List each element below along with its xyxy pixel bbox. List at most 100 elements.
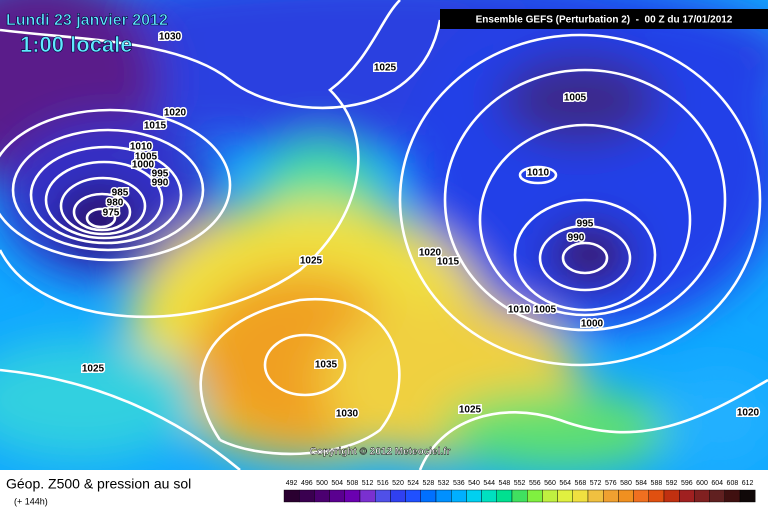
colorbar-tick-label: 516 bbox=[377, 480, 389, 487]
isobar bbox=[513, 198, 657, 312]
colorbar-tick-label: 596 bbox=[681, 480, 693, 487]
colorbar-swatch bbox=[663, 489, 680, 503]
isobar-label: 990 bbox=[568, 233, 585, 244]
isobar-label: 1020 bbox=[419, 248, 442, 259]
colorbar-swatch bbox=[527, 489, 543, 503]
isobar-label: 1010 bbox=[527, 168, 550, 179]
isobar bbox=[199, 297, 401, 456]
colorbar-tick-label: 548 bbox=[499, 480, 511, 487]
colorbar-swatch bbox=[542, 489, 558, 503]
footer-lead: (+ 144h) bbox=[14, 496, 48, 506]
colorbar-tick-label: 528 bbox=[423, 480, 435, 487]
isobar-label: 985 bbox=[112, 188, 129, 199]
colorbar-swatch bbox=[511, 489, 528, 503]
colorbar-swatch bbox=[557, 489, 573, 503]
isobar bbox=[561, 241, 609, 275]
isobar-label: 1010 bbox=[508, 305, 531, 316]
colorbar-swatch bbox=[466, 489, 482, 503]
colorbar-tick-label: 608 bbox=[727, 480, 739, 487]
colorbar-tick-label: 564 bbox=[559, 480, 571, 487]
colorbar-tick-label: 584 bbox=[635, 480, 647, 487]
colorbar-swatch bbox=[679, 489, 695, 503]
colorbar-tick-label: 576 bbox=[605, 480, 617, 487]
colorbar-swatch bbox=[481, 489, 498, 503]
isobar-label: 1005 bbox=[564, 93, 587, 104]
isobar bbox=[478, 123, 692, 317]
isobar-label: 1025 bbox=[300, 256, 323, 267]
isobar-label: 1015 bbox=[144, 121, 167, 132]
isobar bbox=[0, 108, 232, 262]
footer-title: Géop. Z500 & pression au sol bbox=[6, 476, 191, 492]
colorbar-swatch bbox=[694, 489, 710, 503]
isobar-label: 1000 bbox=[132, 160, 155, 171]
isobar-label: 1030 bbox=[159, 32, 182, 43]
colorbar-swatch bbox=[359, 489, 376, 503]
isobar bbox=[59, 176, 147, 236]
colorbar-tick-label: 560 bbox=[544, 480, 556, 487]
forecast-date: Lundi 23 janvier 2012 bbox=[6, 12, 168, 29]
colorbar-swatch bbox=[299, 489, 315, 503]
colorbar-swatch bbox=[587, 489, 604, 503]
isobar-label: 1025 bbox=[459, 405, 482, 416]
colorbar-tick-label: 508 bbox=[347, 480, 359, 487]
colorbar-swatch bbox=[314, 489, 330, 503]
isobar-label: 990 bbox=[152, 178, 169, 189]
colorbar-tick-label: 556 bbox=[529, 480, 541, 487]
isobar bbox=[72, 192, 132, 232]
forecast-time: 1:00 locale bbox=[20, 32, 133, 57]
isobar-label: 1020 bbox=[737, 408, 760, 419]
colorbar-swatch bbox=[420, 489, 437, 503]
colorbar-tick-label: 532 bbox=[438, 480, 450, 487]
isobar-label: 1005 bbox=[534, 305, 557, 316]
isobar bbox=[538, 224, 632, 292]
isobar-label: 1030 bbox=[336, 409, 359, 420]
isobar bbox=[398, 33, 762, 367]
colorbar-swatch bbox=[724, 489, 741, 503]
colorbar-tick-label: 568 bbox=[575, 480, 587, 487]
colorbar-swatch bbox=[451, 489, 467, 503]
colorbar-swatch bbox=[618, 489, 634, 503]
isobar bbox=[0, 368, 241, 470]
colorbar-tick-label: 512 bbox=[362, 480, 374, 487]
isobar-label: 995 bbox=[577, 219, 594, 230]
colorbar-swatch bbox=[709, 489, 725, 503]
isobar bbox=[443, 68, 727, 332]
colorbar-swatch bbox=[435, 489, 452, 503]
colorbar-tick-label: 500 bbox=[316, 480, 328, 487]
isobar-label: 1000 bbox=[581, 319, 604, 330]
colorbar-swatch bbox=[633, 489, 649, 503]
colorbar-tick-label: 600 bbox=[696, 480, 708, 487]
isobar-label: 1025 bbox=[82, 364, 105, 375]
colorbar-swatch bbox=[405, 489, 422, 503]
colorbar-tick-label: 552 bbox=[514, 480, 526, 487]
isobar bbox=[44, 160, 164, 240]
isobar-label: 975 bbox=[103, 208, 120, 219]
colorbar-tick-label: 572 bbox=[590, 480, 602, 487]
colorbar-swatch bbox=[648, 489, 665, 503]
isobar bbox=[85, 207, 117, 229]
colorbar-tick-label: 504 bbox=[331, 480, 343, 487]
colorbar-tick-label: 604 bbox=[711, 480, 723, 487]
colorbar-swatch bbox=[739, 489, 756, 503]
isobar bbox=[263, 333, 347, 397]
isobar-label: 1010 bbox=[130, 142, 153, 153]
colorbar-tick-label: 520 bbox=[392, 480, 404, 487]
colorbar-tick-label: 588 bbox=[651, 480, 663, 487]
colorbar-tick-label: 580 bbox=[620, 480, 632, 487]
model-info: Ensemble GEFS (Perturbation 2) - 00 Z du… bbox=[476, 15, 733, 26]
isobar-label: 980 bbox=[107, 198, 124, 209]
map-field: 1030 1025 1020 1015 1010 1005 1000 995 9… bbox=[0, 0, 768, 470]
colorbar-swatch bbox=[496, 489, 513, 503]
colorbar-tick-label: 536 bbox=[453, 480, 465, 487]
isobar bbox=[418, 378, 768, 470]
isobar-label: 1015 bbox=[437, 257, 460, 268]
isobar bbox=[29, 145, 183, 245]
isobar-label: 1005 bbox=[135, 152, 158, 163]
colorbar-tick-label: 592 bbox=[666, 480, 678, 487]
colorbar: 492 496 500 504 508 512 516 520 524 528 532 536 540 5… bbox=[283, 480, 756, 503]
isobar bbox=[11, 128, 205, 252]
isobar-label: 995 bbox=[152, 169, 169, 180]
copyright: Copyright © 2012 Meteociel.fr bbox=[310, 447, 451, 458]
colorbar-tick-label: 612 bbox=[742, 480, 754, 487]
